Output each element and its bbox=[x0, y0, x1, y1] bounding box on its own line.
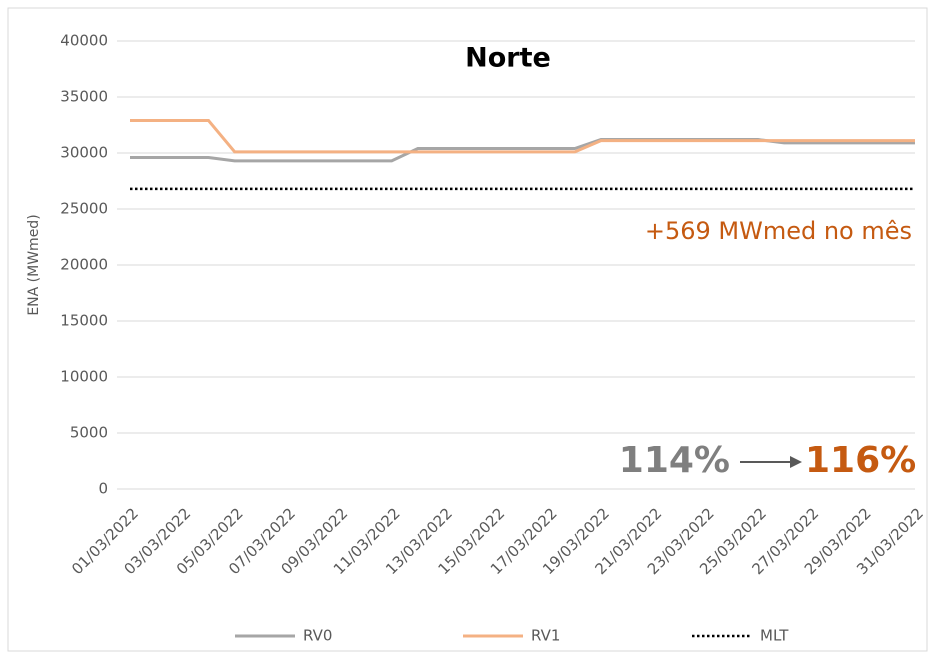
legend-label: RV0 bbox=[303, 627, 332, 645]
legend-label: RV1 bbox=[531, 627, 560, 645]
chart-frame bbox=[7, 7, 928, 652]
y-tick-label: 30000 bbox=[60, 144, 108, 162]
y-axis-label: ENA (MWmed) bbox=[26, 214, 42, 315]
annotation: 116% bbox=[805, 440, 916, 481]
chart-title: Norte bbox=[465, 43, 551, 74]
y-tick-label: 40000 bbox=[60, 32, 108, 50]
y-tick-label: 35000 bbox=[60, 88, 108, 106]
annotation: 114% bbox=[619, 440, 730, 481]
y-tick-label: 25000 bbox=[60, 200, 108, 218]
annotation: +569 MWmed no mês bbox=[645, 217, 912, 245]
y-tick-label: 0 bbox=[98, 480, 108, 498]
y-tick-label: 20000 bbox=[60, 256, 108, 274]
arrow-head bbox=[790, 456, 802, 468]
legend-label: MLT bbox=[760, 627, 789, 645]
series-line bbox=[130, 138, 915, 163]
y-tick-label: 5000 bbox=[70, 424, 108, 442]
y-tick-label: 15000 bbox=[60, 312, 108, 330]
series-line bbox=[130, 119, 915, 154]
y-tick-label: 10000 bbox=[60, 368, 108, 386]
